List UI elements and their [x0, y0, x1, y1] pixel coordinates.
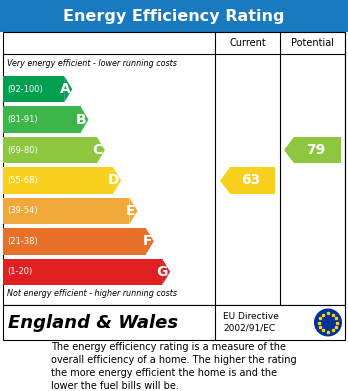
Text: Not energy efficient - higher running costs: Not energy efficient - higher running co… [7, 289, 177, 298]
Bar [3, 228, 146, 255]
Polygon shape [162, 258, 170, 285]
Bar [230, 167, 275, 194]
Polygon shape [64, 76, 72, 102]
Text: E: E [126, 204, 135, 218]
Bar [3, 32, 345, 305]
Text: England & Wales: England & Wales [8, 314, 178, 332]
Text: B: B [76, 113, 87, 127]
Bar [0, 0, 348, 32]
Bar [3, 137, 97, 163]
Bar [3, 167, 113, 194]
Text: Potential: Potential [291, 38, 334, 48]
Polygon shape [97, 137, 105, 163]
Bar [3, 305, 345, 340]
Text: The energy efficiency rating is a measure of the
overall efficiency of a home. T: The energy efficiency rating is a measur… [51, 342, 297, 391]
Text: A: A [60, 82, 70, 96]
Text: D: D [108, 174, 119, 188]
Text: G: G [157, 265, 168, 279]
Text: Energy Efficiency Rating: Energy Efficiency Rating [63, 9, 285, 23]
Bar [3, 106, 80, 133]
Bar [294, 137, 341, 163]
Text: 63: 63 [241, 174, 260, 188]
Text: (81-91): (81-91) [7, 115, 38, 124]
Polygon shape [284, 137, 294, 163]
Text: EU Directive
2002/91/EC: EU Directive 2002/91/EC [223, 312, 279, 333]
Text: (69-80): (69-80) [7, 145, 38, 154]
Polygon shape [220, 167, 230, 194]
Text: F: F [142, 234, 152, 248]
Bar [3, 198, 129, 224]
Text: (1-20): (1-20) [7, 267, 32, 276]
Bar [3, 76, 64, 102]
Text: (39-54): (39-54) [7, 206, 38, 215]
Polygon shape [113, 167, 121, 194]
Text: 79: 79 [306, 143, 325, 157]
Text: (92-100): (92-100) [7, 85, 43, 94]
Polygon shape [129, 198, 137, 224]
Text: Very energy efficient - lower running costs: Very energy efficient - lower running co… [7, 59, 177, 68]
Text: Current: Current [229, 38, 266, 48]
Text: (55-68): (55-68) [7, 176, 38, 185]
Bar [3, 258, 162, 285]
Polygon shape [80, 106, 88, 133]
Text: (21-38): (21-38) [7, 237, 38, 246]
Circle shape [314, 308, 342, 337]
Text: C: C [93, 143, 103, 157]
Polygon shape [146, 228, 154, 255]
